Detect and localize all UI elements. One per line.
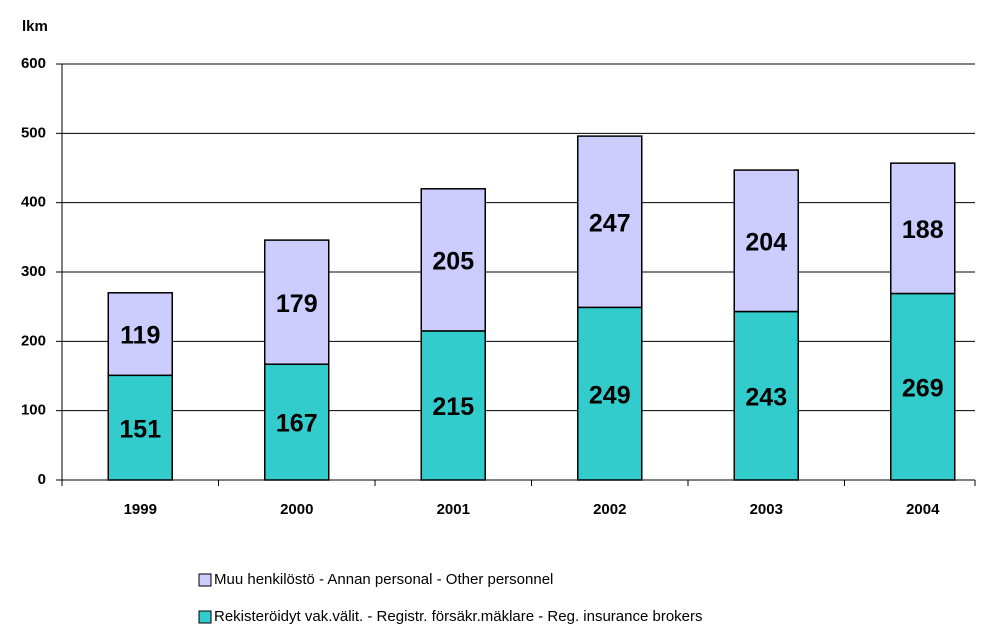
- bar-segment: [107, 374, 173, 481]
- bar-segment: [577, 306, 643, 481]
- data-label: 167: [276, 410, 318, 438]
- y-tick-label: 400: [21, 194, 46, 211]
- x-tick-label: 2001: [437, 501, 470, 518]
- bar-segment: [420, 330, 486, 481]
- legend-label: Rekisteröidyt vak.välit. - Registr. förs…: [214, 608, 703, 625]
- bar-segment: [107, 292, 173, 377]
- data-label: 243: [745, 383, 787, 411]
- bar-segment: [577, 135, 643, 309]
- data-label: 205: [432, 247, 474, 275]
- bar-segment: [890, 162, 956, 295]
- y-tick-label: 600: [21, 55, 46, 72]
- bar-segment: [420, 188, 486, 332]
- x-tick-label: 2000: [280, 501, 313, 518]
- x-tick-label: 2003: [750, 501, 783, 518]
- data-label: 151: [119, 415, 161, 443]
- legend-swatch: [198, 573, 212, 587]
- y-tick-label: 0: [38, 471, 46, 488]
- y-axis-label: lkm: [22, 18, 48, 35]
- bar-segment: [264, 239, 330, 365]
- legend-label: Muu henkilöstö - Annan personal - Other …: [214, 571, 553, 588]
- y-tick-label: 300: [21, 263, 46, 280]
- y-tick-label: 100: [21, 402, 46, 419]
- data-label: 179: [276, 290, 318, 318]
- data-label: 204: [745, 228, 787, 256]
- bar-segment: [890, 292, 956, 481]
- bar-segment: [264, 363, 330, 481]
- y-tick-label: 200: [21, 332, 46, 349]
- x-tick-label: 1999: [124, 501, 157, 518]
- y-tick-label: 500: [21, 124, 46, 141]
- bar-segment: [733, 169, 799, 313]
- data-label: 269: [902, 374, 944, 402]
- data-label: 215: [432, 393, 474, 421]
- legend-swatch: [198, 610, 212, 624]
- bar-segment: [733, 310, 799, 481]
- data-label: 119: [120, 322, 160, 350]
- data-label: 249: [589, 381, 631, 409]
- x-tick-label: 2004: [906, 501, 940, 518]
- data-label: 247: [589, 209, 631, 237]
- data-label: 188: [902, 216, 944, 244]
- x-tick-label: 2002: [593, 501, 626, 518]
